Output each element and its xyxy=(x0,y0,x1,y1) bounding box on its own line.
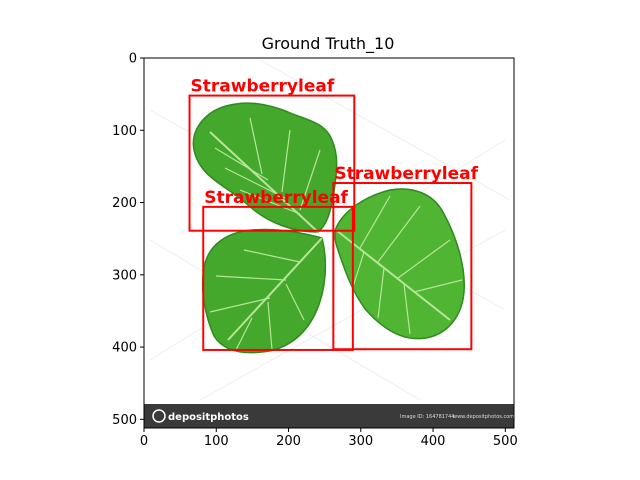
bounding-box xyxy=(202,205,354,351)
y-tick-label: 500 xyxy=(112,413,137,428)
bounding-box xyxy=(332,182,473,351)
leaf-bottom-left xyxy=(201,228,327,354)
depositphotos-logo-icon xyxy=(152,409,166,423)
y-tick-label: 200 xyxy=(112,196,137,211)
stock-footer: depositphotos Image ID: 164781744 www.de… xyxy=(144,404,514,428)
bounding-box-label: Strawberryleaf xyxy=(334,164,478,184)
bounding-box-label: Strawberryleaf xyxy=(204,188,348,208)
y-tick-label: 0 xyxy=(129,52,137,67)
x-tick-label: 100 xyxy=(204,434,229,449)
footer-site: www.depositphotos.com xyxy=(453,414,514,420)
x-tick-label: 500 xyxy=(493,434,518,449)
x-tick-label: 200 xyxy=(276,434,301,449)
bounding-box-label: Strawberryleaf xyxy=(191,77,335,97)
x-tick-label: 300 xyxy=(348,434,373,449)
leaf-top-left xyxy=(192,102,338,233)
y-tick-label: 100 xyxy=(112,124,137,139)
image-background xyxy=(144,58,514,428)
leaf-right xyxy=(334,188,465,340)
x-tick-label: 400 xyxy=(421,434,446,449)
chart-title: Ground Truth_10 xyxy=(262,34,395,54)
axes-frame xyxy=(143,57,515,429)
footer-image-id: Image ID: 164781744 xyxy=(400,414,454,420)
bounding-box xyxy=(188,94,356,232)
y-tick-label: 400 xyxy=(112,341,137,356)
y-tick-label: 300 xyxy=(112,268,137,283)
footer-band xyxy=(144,404,514,428)
x-tick-label: 0 xyxy=(140,434,148,449)
bounding-boxes: Strawberryleaf Strawberryleaf Strawberryle… xyxy=(188,77,479,351)
image-area: depositphotos Image ID: 164781744 www.de… xyxy=(144,58,514,428)
footer-logo-text: depositphotos xyxy=(168,412,249,423)
